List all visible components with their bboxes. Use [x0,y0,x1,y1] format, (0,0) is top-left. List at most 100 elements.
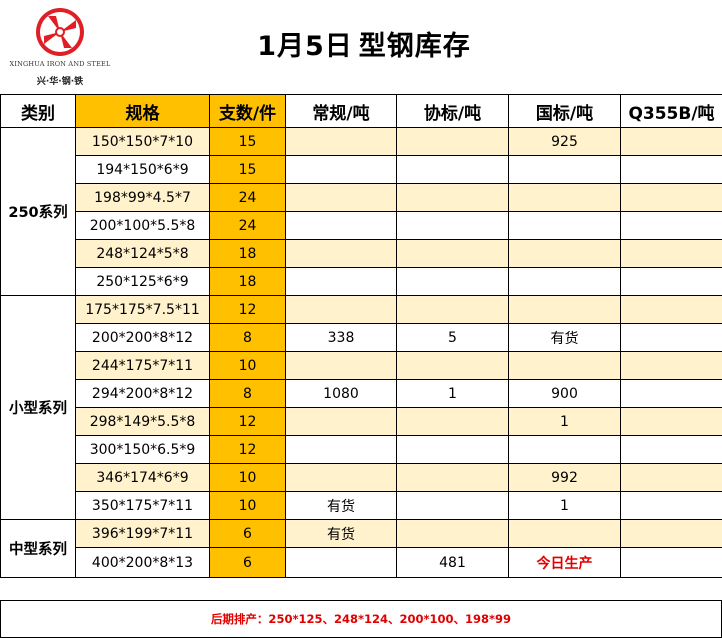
spec-cell: 298*149*5.5*8 [75,407,210,436]
association-cell [396,407,509,436]
q355b-cell [620,239,722,268]
pieces-cell: 8 [209,379,286,408]
logo-emblem-icon [36,8,84,56]
association-cell [396,183,509,212]
q355b-cell [620,435,722,464]
q355b-cell [620,519,722,548]
national-cell [508,295,621,324]
association-cell [396,295,509,324]
spec-cell: 150*150*7*10 [75,127,210,156]
pieces-cell: 12 [209,435,286,464]
regular-cell [285,183,397,212]
logo-company-en: XINGHUA IRON AND STEEL [9,60,111,68]
association-cell [396,239,509,268]
table-row: 300*150*6.5*9 12 [1,435,722,464]
pieces-cell: 12 [209,295,286,324]
national-cell [508,155,621,184]
table-row: 小型系列 175*175*7.5*11 12 [0,295,722,520]
association-cell [396,155,509,184]
table-row: 400*200*8*13 6 481 今日生产 [1,547,722,578]
q355b-cell [620,463,722,492]
regular-cell [285,547,397,578]
q355b-cell [620,407,722,436]
association-cell [396,491,509,520]
spec-cell: 250*125*6*9 [75,267,210,296]
pieces-cell: 24 [209,183,286,212]
national-cell [508,239,621,268]
col-header-category: 类别 [0,94,76,128]
national-cell: 1 [508,491,621,520]
national-cell [508,267,621,296]
association-cell [396,127,509,156]
spec-cell: 194*150*6*9 [75,155,210,184]
pieces-cell: 8 [209,323,286,352]
page-header: XINGHUA IRON AND STEEL 兴·华·钢·铁 1月5日 型钢库存 [0,0,722,94]
q355b-cell [620,295,722,324]
col-header-national: 国标/吨 [508,94,621,128]
page-title: 1月5日 型钢库存 [0,24,722,63]
spec-cell: 350*175*7*11 [75,491,210,520]
pieces-cell: 12 [209,407,286,436]
table-body: 250系列 150*150*7*10 15 925 194*150*6*9 15 198*9… [0,127,722,578]
inventory-table: 类别 规格 支数/件 常规/吨 协标/吨 国标/吨 Q355B/吨 250系列 1… [0,94,722,578]
q355b-cell [620,127,722,156]
col-header-association: 协标/吨 [396,94,509,128]
association-cell: 1 [396,379,509,408]
regular-cell: 有货 [285,491,397,520]
pieces-cell: 10 [209,351,286,380]
national-cell: 1 [508,407,621,436]
q355b-cell [620,323,722,352]
table-row: 298*149*5.5*8 12 1 [1,407,722,436]
regular-cell [285,267,397,296]
national-cell: 900 [508,379,621,408]
spec-cell: 300*150*6.5*9 [75,435,210,464]
table-row: 350*175*7*11 10 有货 1 [1,491,722,520]
pieces-cell: 10 [209,491,286,520]
spec-cell: 396*199*7*11 [75,519,210,548]
table-row: 198*99*4.5*7 24 [1,183,722,212]
national-cell [508,519,621,548]
title-text: 型钢库存 [358,31,471,62]
spec-cell: 200*100*5.5*8 [75,211,210,240]
table-row: 248*124*5*8 18 [1,239,722,268]
company-logo: XINGHUA IRON AND STEEL 兴·华·钢·铁 [4,4,116,87]
table-row: 244*175*7*11 10 [1,351,722,380]
national-cell: 992 [508,463,621,492]
spec-cell: 244*175*7*11 [75,351,210,380]
table-row: 346*174*6*9 10 992 [1,463,722,492]
regular-cell [285,127,397,156]
spec-cell: 198*99*4.5*7 [75,183,210,212]
table-row: 中型系列 396*199*7*11 6 有货 [0,519,722,578]
table-row: 250系列 150*150*7*10 15 925 [0,127,722,296]
national-cell: 有货 [508,323,621,352]
spec-cell: 248*124*5*8 [75,239,210,268]
title-date: 1月5日 [257,31,353,62]
regular-cell [285,155,397,184]
regular-cell [285,407,397,436]
q355b-cell [620,267,722,296]
q355b-cell [620,183,722,212]
association-cell: 5 [396,323,509,352]
q355b-cell [620,155,722,184]
national-cell [508,435,621,464]
spec-cell: 400*200*8*13 [75,547,210,578]
table-row: 200*200*8*12 8 338 5 有货 [1,323,722,352]
col-header-q355b: Q355B/吨 [620,94,722,128]
association-cell [396,351,509,380]
pieces-cell: 15 [209,127,286,156]
pieces-cell: 15 [209,155,286,184]
association-cell: 481 [396,547,509,578]
spec-cell: 294*200*8*12 [75,379,210,408]
q355b-cell [620,379,722,408]
national-cell [508,211,621,240]
regular-cell [285,211,397,240]
table-row: 250*125*6*9 18 [1,267,722,296]
regular-cell: 338 [285,323,397,352]
spec-cell: 175*175*7.5*11 [75,295,210,324]
col-header-pieces: 支数/件 [209,94,286,128]
pieces-cell: 18 [209,239,286,268]
header-row: 类别 规格 支数/件 常规/吨 协标/吨 国标/吨 Q355B/吨 [0,94,722,128]
table-row: 194*150*6*9 15 [1,155,722,184]
regular-cell [285,435,397,464]
regular-cell [285,351,397,380]
